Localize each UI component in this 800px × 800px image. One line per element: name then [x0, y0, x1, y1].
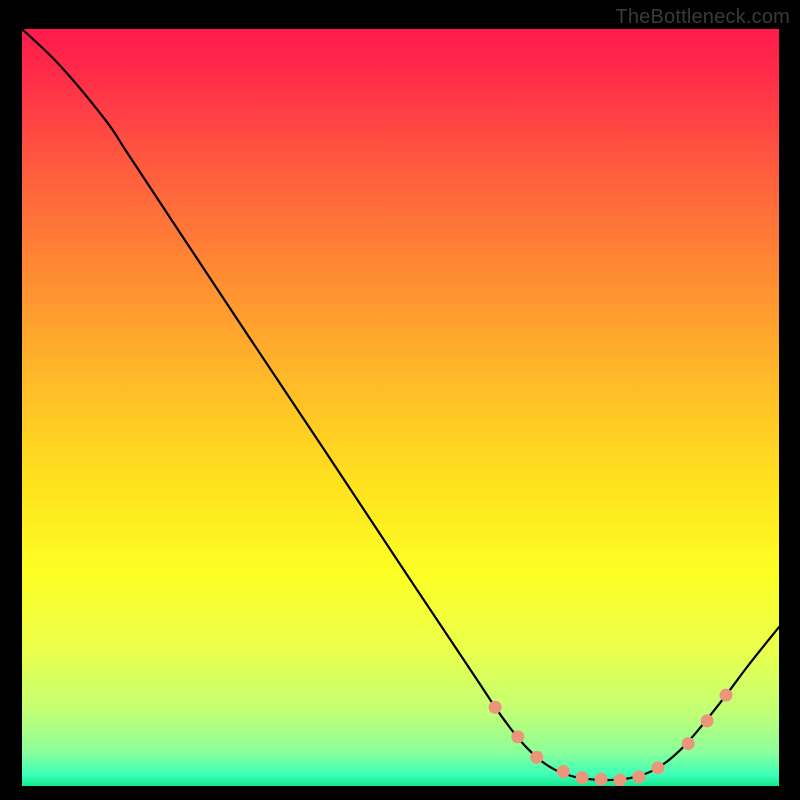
marker-point [720, 689, 733, 702]
marker-point [614, 773, 627, 786]
marker-point [557, 765, 570, 778]
chart-svg [22, 29, 779, 786]
marker-point [682, 737, 695, 750]
marker-point [651, 761, 664, 774]
marker-point [595, 773, 608, 786]
chart-frame: TheBottleneck.com [0, 0, 800, 800]
gradient-background [22, 29, 779, 786]
marker-point [489, 701, 502, 714]
plot-area [22, 29, 779, 786]
marker-point [576, 771, 589, 784]
marker-point [632, 770, 645, 783]
marker-point [530, 751, 543, 764]
marker-point [701, 714, 714, 727]
marker-point [511, 730, 524, 743]
watermark-text: TheBottleneck.com [615, 6, 790, 29]
